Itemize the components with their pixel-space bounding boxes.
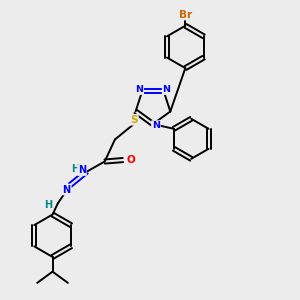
Text: S: S [130, 115, 138, 125]
Text: N: N [163, 85, 171, 94]
Text: N: N [63, 184, 71, 194]
Text: N: N [135, 85, 143, 94]
Text: H: H [44, 200, 52, 210]
Text: N: N [152, 121, 160, 130]
Text: H: H [71, 164, 79, 175]
Text: Br: Br [179, 10, 193, 20]
Text: O: O [127, 155, 136, 165]
Text: N: N [78, 165, 86, 175]
